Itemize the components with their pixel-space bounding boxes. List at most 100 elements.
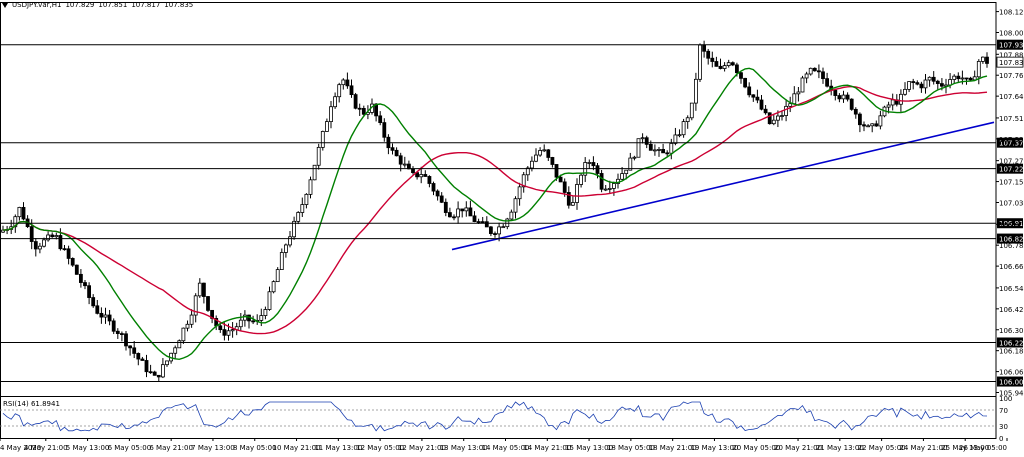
candle-body bbox=[743, 77, 747, 88]
candle-body bbox=[279, 252, 284, 270]
rsi-label: RSI(14) 61.8941 bbox=[3, 400, 60, 408]
candle-body bbox=[776, 115, 780, 121]
candle-body bbox=[476, 221, 481, 223]
candle-body bbox=[99, 312, 104, 318]
price-tick-label: 107.150 bbox=[999, 179, 1024, 187]
candle-body bbox=[283, 244, 288, 253]
time-tick-label: 6 May 21:00 bbox=[149, 444, 193, 452]
time-tick-label: 12 May 05:00 bbox=[356, 444, 404, 452]
candle-body bbox=[923, 79, 928, 89]
price-tick-label: 106.785 bbox=[999, 242, 1024, 250]
candle-body bbox=[890, 99, 895, 106]
candle-body bbox=[940, 83, 944, 87]
candle-body bbox=[685, 117, 690, 122]
candle-body bbox=[115, 330, 120, 334]
candle-body bbox=[398, 155, 403, 165]
candle-body bbox=[189, 314, 194, 325]
candle-body bbox=[431, 183, 436, 192]
candle-body bbox=[66, 248, 71, 259]
candle-body bbox=[657, 149, 661, 151]
candle-body bbox=[472, 215, 477, 222]
candle-body bbox=[218, 325, 223, 331]
candle-body bbox=[837, 95, 842, 100]
candle-body bbox=[952, 75, 957, 80]
candle-body bbox=[566, 192, 571, 206]
candle-body bbox=[300, 204, 305, 213]
candle-body bbox=[907, 81, 911, 90]
candle-body bbox=[206, 296, 210, 311]
time-tick-label: 14 May 21:00 bbox=[523, 444, 571, 452]
current-price-tag bbox=[996, 56, 1024, 68]
candle-body bbox=[853, 108, 858, 115]
rsi-line bbox=[2, 401, 988, 432]
candle-body bbox=[13, 216, 18, 228]
level-tag bbox=[997, 39, 1023, 50]
candle-body bbox=[858, 113, 862, 126]
time-tick-label: 26 May 05:00 bbox=[959, 444, 1007, 452]
candle-body bbox=[603, 188, 608, 191]
candle-body bbox=[341, 79, 346, 86]
candle-body bbox=[468, 207, 473, 217]
candle-body bbox=[427, 176, 432, 184]
candle-body bbox=[595, 165, 600, 174]
candle-body bbox=[644, 137, 649, 145]
price-tick-label: 107.880 bbox=[999, 51, 1024, 59]
time-tick-label: 24 May 21:00 bbox=[899, 444, 947, 452]
candle-body bbox=[632, 156, 637, 159]
candle-body bbox=[152, 371, 157, 376]
candle-body bbox=[497, 226, 502, 235]
candle-body bbox=[185, 323, 190, 329]
candle-body bbox=[406, 163, 411, 170]
candle-body bbox=[513, 198, 518, 213]
candle-body bbox=[173, 347, 178, 354]
price-tick-label: 106.665 bbox=[999, 263, 1024, 271]
time-tick-label: 13 May 13:00 bbox=[440, 444, 488, 452]
price-tick-label: 107.270 bbox=[999, 158, 1024, 166]
candle-body bbox=[333, 96, 338, 108]
candle-body bbox=[361, 108, 366, 115]
candle-body bbox=[120, 333, 124, 335]
time-tick-label: 4 May 2020 bbox=[0, 444, 41, 452]
candle-body bbox=[349, 85, 354, 96]
candle-body bbox=[140, 358, 145, 361]
time-tick-label: 18 May 21:00 bbox=[649, 444, 697, 452]
candle-body bbox=[136, 353, 141, 360]
symbol-dropdown-icon[interactable] bbox=[2, 2, 8, 8]
candle-body bbox=[165, 360, 169, 366]
time-tick-label: 10 May 21:00 bbox=[273, 444, 321, 452]
time-tick-label: 22 May 05:00 bbox=[858, 444, 906, 452]
candle-body bbox=[849, 98, 854, 110]
candle-body bbox=[575, 184, 579, 203]
candle-body bbox=[38, 245, 42, 250]
candle-body bbox=[316, 146, 321, 166]
rsi-tick-label: 0 bbox=[999, 435, 1003, 443]
price-tick-label: 106.420 bbox=[999, 306, 1024, 314]
close-value: 107.835 bbox=[164, 1, 194, 9]
level-tag bbox=[997, 337, 1023, 348]
candle-body bbox=[29, 226, 34, 242]
candle-body bbox=[985, 56, 989, 64]
candle-body bbox=[710, 57, 715, 62]
candle-body bbox=[628, 157, 633, 171]
candle-body bbox=[550, 157, 555, 165]
candle-body bbox=[435, 190, 440, 197]
candle-body bbox=[784, 105, 788, 116]
price-tick-label: 106.905 bbox=[999, 221, 1024, 229]
price-tick-label: 107.030 bbox=[999, 199, 1024, 207]
candle-body bbox=[525, 167, 530, 176]
candle-body bbox=[238, 319, 243, 328]
candle-body bbox=[812, 67, 817, 72]
candle-body bbox=[845, 94, 850, 100]
candle-body bbox=[378, 115, 383, 123]
candle-body bbox=[480, 221, 485, 224]
candle-body bbox=[722, 65, 727, 69]
candle-body bbox=[735, 64, 739, 74]
candle-body bbox=[804, 73, 809, 79]
candle-body bbox=[79, 273, 83, 283]
candle-body bbox=[792, 93, 797, 105]
candle-body bbox=[197, 282, 202, 297]
candle-body bbox=[460, 208, 465, 212]
price-tick-label: 107.760 bbox=[999, 72, 1024, 80]
